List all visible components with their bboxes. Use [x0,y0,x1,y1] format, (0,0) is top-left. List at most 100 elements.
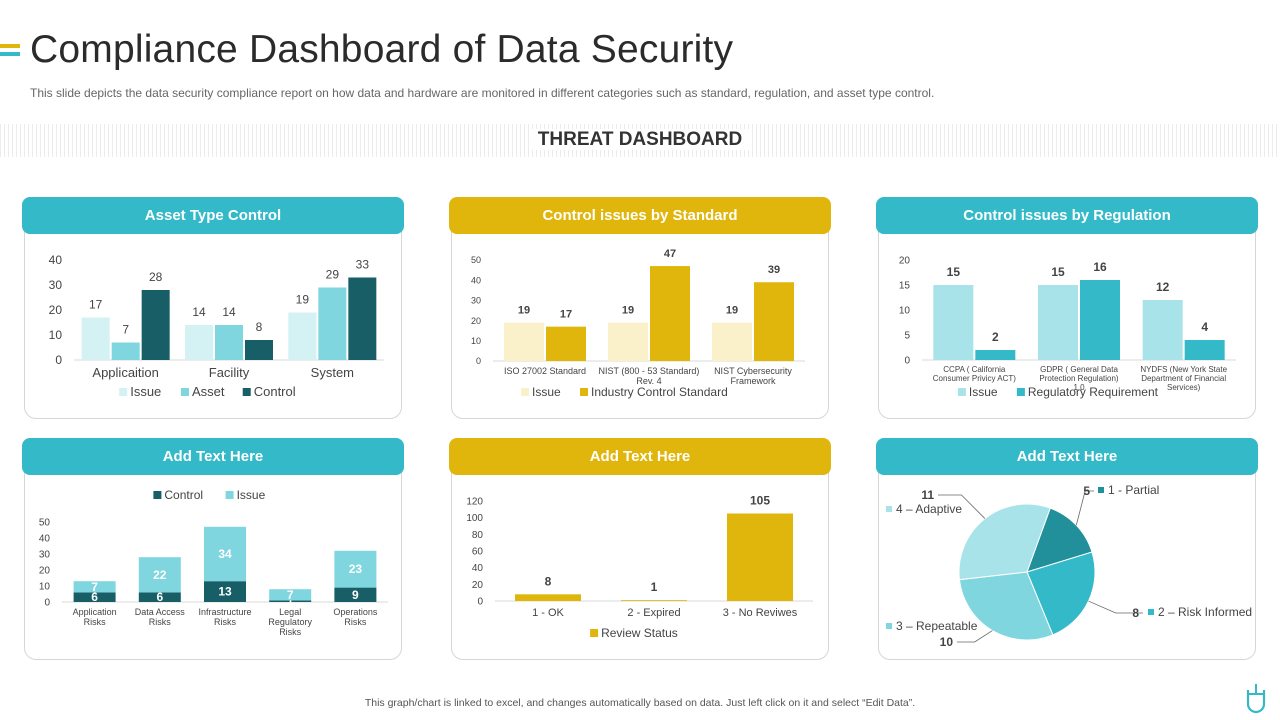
legend-swatch-issue [957,388,966,396]
y-tick-label: 20 [39,566,51,577]
bar-issue-operations-risks [334,550,377,588]
leader-line [938,494,986,519]
legend-swatch-issue [521,388,529,396]
data-label: 10 [940,635,954,649]
bar-control-application-risks [73,592,116,602]
page-title: Compliance Dashboard of Data Security [30,28,734,71]
pie-slice-3-repeatable [958,571,1054,641]
data-label: 9 [352,588,359,602]
data-label: 1 [651,580,658,594]
leader-line [1075,490,1094,526]
legend-label-issue: Issue [130,384,161,399]
bar-issue-gdpr-general-data-protection-regulation-1-0 [1038,285,1078,360]
legend-label-asset: Asset [192,384,225,399]
legend-swatch-issue [119,388,128,396]
bar-issue-facility [185,325,213,360]
data-label: 8 [545,574,552,588]
legend-label-4-adaptive: 4 – Adaptive [896,502,962,516]
panel-maturity-pie: Add Text Here 5 1 - Partial 8 2 – Risk Info… [876,438,1258,660]
y-tick-label: 0 [55,353,62,367]
x-tick-label: GDPR ( General Data Protection Regulation… [1039,365,1118,392]
x-tick-label: CCPA ( California Consumer Privicy ACT) [933,365,1016,383]
bar-review-status-2-expired [621,600,687,601]
data-label: 12 [1156,280,1170,294]
y-tick-label: 20 [49,303,63,317]
panel-header: Add Text Here [876,438,1258,475]
bar-control-infrastructure-risks [204,581,246,602]
data-label: 1 [287,594,294,608]
control-issues-by-regulation-chart: 0 5 10 15 20 15 2 CCPA ( California Consumer Pri… [899,256,1236,399]
data-label: 16 [1093,260,1107,274]
data-label: 4 [1201,320,1208,334]
legend-label-regulatory-requirement: Regulatory Requirement [1028,385,1159,399]
data-label: 34 [218,547,232,561]
data-label: 8 [1132,606,1139,620]
asset-type-control-chart: 0 10 20 30 40 17 7 28 Applicaition 14 14 8 Facility 1… [49,253,384,399]
bar-issue-applicaition [81,317,110,360]
bar-industry-control-standard-iso-27002-standard [546,326,586,361]
data-label: 6 [91,590,98,604]
data-label: 17 [560,309,572,321]
y-tick-label: 40 [49,253,63,267]
data-label: 7 [122,323,129,337]
data-label: 5 [1083,484,1090,498]
x-tick-label: Data Access Risks [135,607,186,627]
bar-regulatory-requirement-gdpr-general-data-protection-regulation-1-0 [1080,280,1120,360]
y-tick-label: 100 [466,513,483,524]
data-label: 14 [222,305,236,319]
bar-control-operations-risks [334,587,377,602]
legend-label-industry-control-standard: Industry Control Standard [591,385,728,399]
maturity-pie-chart: 5 1 - Partial 8 2 – Risk Informed 10 3 – Repe… [886,483,1252,649]
footer-note: This graph/chart is linked to excel, and… [364,697,916,709]
leader-line [1088,600,1143,614]
bar-issue-nist-cybersecurity-framework [712,322,752,361]
y-tick-label: 60 [472,547,484,558]
data-label: 2 [992,330,999,344]
y-tick-label: 5 [904,331,910,342]
data-label: 13 [218,585,232,599]
y-tick-label: 50 [39,518,51,529]
y-tick-label: 50 [471,255,481,265]
bar-issue-infrastructure-risks [204,526,246,582]
legend-label-control: Control [164,488,203,502]
bar-regulatory-requirement-ccpa-california-consumer-privicy-act [975,350,1016,360]
bar-control-applicaition [141,290,170,360]
y-tick-label: 30 [471,296,481,306]
x-tick-label: Facility [209,365,250,380]
panel-risks: Add Text Here 0 10 20 30 40 50 6 7 Application Ri… [22,438,404,660]
y-tick-label: 0 [476,356,481,366]
bar-control-data-access-risks [138,592,181,602]
panel-header: Add Text Here [449,438,831,475]
x-tick-label: Legal Regulatory Risks [268,607,312,637]
data-label: 23 [349,562,363,576]
y-tick-label: 20 [471,316,481,326]
data-label: 19 [296,293,310,307]
panel-header: Control issues by Regulation [876,197,1258,234]
bar-industry-control-standard-nist-cybersecurity-framework [754,282,794,361]
y-tick-label: 40 [471,275,481,285]
mouse-icon [1246,684,1266,714]
data-label: 33 [356,258,370,272]
data-label: 7 [91,580,98,594]
y-tick-label: 20 [899,256,911,267]
bar-control-facility [245,340,273,360]
legend-swatch-2-risk-informed [1148,609,1154,615]
data-label: 17 [89,298,103,312]
legend-swatch-3-repeatable [886,623,892,629]
y-tick-label: 10 [49,328,63,342]
x-tick-label: Application Risks [73,607,117,627]
section-title: THREAT DASHBOARD [0,129,1280,151]
legend-swatch-control [242,388,251,396]
panel-header: Add Text Here [22,438,404,475]
legend-swatch-industry-control-standard [580,388,588,396]
data-label: 47 [664,248,676,260]
data-label: 28 [149,270,163,284]
data-label: 7 [287,588,294,602]
panel-review-status: Add Text Here 0 20 40 60 80 100 120 8 1 - OK 1 2 -… [449,438,831,660]
bar-industry-control-standard-nist-800-53-standard-rev-4 [650,266,690,361]
bar-issue-iso-27002-standard [504,322,544,361]
x-tick-label: Operations Risks [333,607,378,627]
bar-asset-facility [215,325,243,360]
legend-label-issue: Issue [969,385,998,399]
accent-bar-gold [0,44,20,48]
